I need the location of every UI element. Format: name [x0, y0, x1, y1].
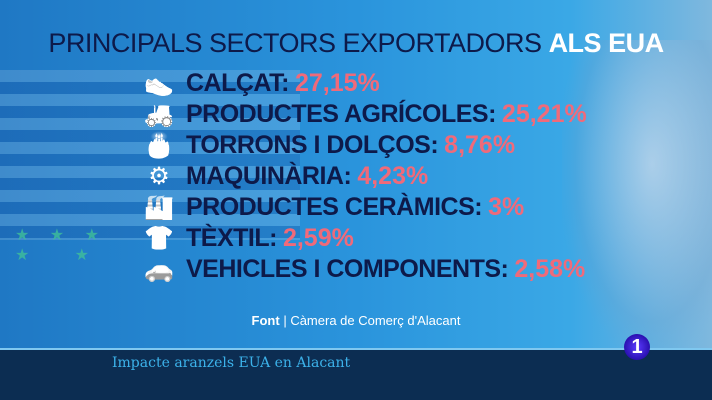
lower-third-bar: Impacte aranzels EUA en Alacant — [0, 348, 712, 400]
sector-value: 3% — [488, 193, 525, 221]
car-icon: 🚗 — [144, 255, 174, 283]
sector-row: ⚙ MAQUINÀRIA: 4,23% — [140, 161, 587, 192]
sector-row: 👕 TÈXTIL: 2,59% — [140, 223, 587, 254]
sector-value: 2,58% — [514, 255, 586, 283]
sector-row: 👟 CALÇAT: 27,15% — [140, 68, 587, 99]
robot-arm-icon: ⚙ — [148, 162, 170, 190]
sector-value: 8,76% — [444, 131, 516, 159]
sector-label: PRODUCTES AGRÍCOLES: — [186, 100, 496, 128]
sector-row: 🚗 VEHICLES I COMPONENTS: 2,58% — [140, 254, 587, 285]
tshirt-icon: 👕 — [144, 224, 174, 252]
sector-label: MAQUINÀRIA: — [186, 162, 352, 190]
sector-row: 🚜 PRODUCTES AGRÍCOLES: 25,21% — [140, 99, 587, 130]
page-title: PRINCIPALS SECTORS EXPORTADORS ALS EUA — [48, 28, 665, 58]
sector-value: 25,21% — [501, 100, 587, 128]
lower-third-text: Impacte aranzels EUA en Alacant — [112, 355, 351, 371]
source-credit: Font | Càmera de Comerç d'Alacant — [251, 313, 461, 328]
sector-label: PRODUCTES CERÀMICS: — [186, 193, 483, 221]
tractor-icon: 🚜 — [144, 100, 174, 128]
sector-value: 2,59% — [282, 224, 354, 252]
cake-icon: 🎂 — [144, 131, 174, 159]
shoe-icon: 👟 — [144, 69, 174, 97]
person-background — [562, 40, 712, 350]
sector-value: 27,15% — [294, 69, 380, 97]
sector-row: 🎂 TORRONS I DOLÇOS: 8,76% — [140, 130, 587, 161]
sector-label: TÈXTIL: — [186, 224, 277, 252]
factory-icon: 🏭 — [144, 193, 174, 221]
sector-value: 4,23% — [357, 162, 429, 190]
eu-stars-decoration: ★ ★ ★ ★ ★ — [15, 227, 107, 264]
sector-list: 👟 CALÇAT: 27,15% 🚜 PRODUCTES AGRÍCOLES: 25,21… — [140, 68, 587, 285]
title-highlight: ALS EUA — [548, 28, 665, 58]
sector-row: 🏭 PRODUCTES CERÀMICS: 3% — [140, 192, 587, 223]
sector-label: VEHICLES I COMPONENTS: — [186, 255, 509, 283]
sector-label: TORRONS I DOLÇOS: — [186, 131, 439, 159]
us-flag-background — [0, 70, 300, 240]
channel-logo: 1 — [624, 334, 650, 360]
sector-label: CALÇAT: — [186, 69, 289, 97]
